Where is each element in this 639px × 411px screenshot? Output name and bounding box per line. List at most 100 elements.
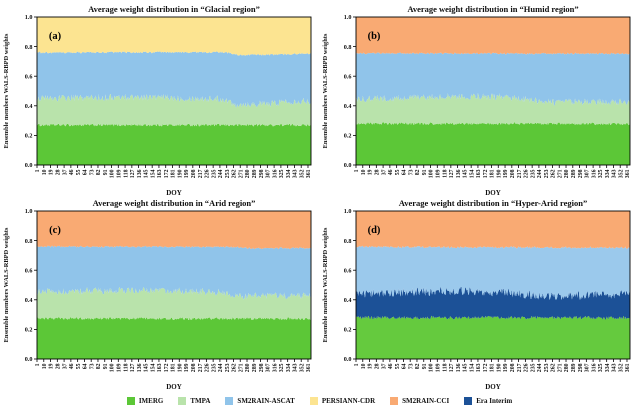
y-axis-label: Ensemble members WALS-RBPD weights (322, 227, 329, 342)
x-tick-label: 361 (625, 363, 631, 372)
plot-frame (355, 210, 631, 360)
x-tick-label: 136 (456, 363, 462, 372)
area-tmpa (37, 93, 311, 127)
x-tick-label: 280 (564, 363, 570, 372)
x-tick-label: 100 (110, 169, 116, 178)
x-tick-label: 163 (157, 169, 163, 178)
x-tick-label: 91 (103, 363, 109, 369)
area-sm2rain-cci (37, 211, 311, 250)
sm2rain-cci-swatch-icon (390, 397, 399, 405)
y-tick-label: 0.0 (25, 162, 33, 169)
x-tick-label: 10 (361, 169, 367, 175)
x-tick-label: 208 (510, 363, 516, 372)
x-tick-label: 10 (42, 363, 48, 369)
x-tick-label: 298 (259, 169, 265, 178)
x-axis-label: DOY (166, 383, 182, 391)
y-axis-label: Ensemble members WALS-RBPD weights (3, 227, 10, 342)
y-axis-label: Ensemble members WALS-RBPD weights (322, 33, 329, 148)
x-tick-label: 109 (116, 169, 122, 178)
area-sm2rain-cci (356, 17, 630, 55)
x-tick-label: 235 (211, 169, 217, 178)
x-tick-label: 55 (76, 169, 82, 175)
x-tick-label: 46 (69, 169, 75, 175)
panel-arid: Average weight distribution in “Arid reg… (0, 197, 319, 391)
x-tick-label: 352 (299, 169, 305, 178)
x-tick-label: 217 (198, 169, 204, 178)
x-tick-label: 73 (408, 169, 414, 175)
x-tick-label: 253 (225, 363, 231, 372)
panel-letter: (a) (49, 31, 62, 42)
x-tick-label: 127 (130, 363, 136, 372)
legend-item-era-interim: Era Interim (464, 397, 512, 405)
x-tick-label: 154 (150, 363, 156, 372)
x-tick-label: 172 (483, 169, 489, 178)
x-tick-label: 307 (585, 169, 591, 178)
y-tick-label: 0.6 (25, 73, 33, 80)
era-interim-swatch-icon (464, 397, 473, 405)
x-tick-label: 91 (422, 169, 428, 175)
x-tick-label: 244 (537, 169, 543, 178)
x-tick-label: 10 (361, 363, 367, 369)
y-tick-label: 0.0 (344, 162, 352, 169)
chart-humid: 0.00.20.40.60.81.01 10 19 28 37 46 55 64 73 82 91 1… (322, 15, 631, 197)
x-tick-label: 226 (205, 169, 211, 178)
area-tmpa (37, 287, 311, 321)
x-tick-label: 145 (144, 169, 150, 178)
x-tick-label: 118 (123, 363, 129, 371)
legend-label: SM2RAIN-CCI (402, 397, 450, 405)
x-tick-label: 64 (402, 169, 408, 175)
x-tick-label: 343 (612, 363, 618, 372)
area-era-interim (356, 286, 630, 320)
x-tick-label: 352 (618, 363, 624, 372)
x-tick-label: 82 (415, 363, 421, 369)
plot-frame (355, 16, 631, 166)
x-tick-label: 316 (591, 363, 597, 372)
x-tick-label: 190 (496, 363, 502, 372)
x-tick-label: 253 (544, 363, 550, 372)
panel-grid: Average weight distribution in “Glacial … (0, 3, 639, 391)
x-tick-label: 316 (272, 363, 278, 372)
x-tick-label: 208 (191, 169, 197, 178)
legend-item-imerg: IMERG (126, 397, 163, 405)
y-tick-label: 0.6 (344, 73, 352, 80)
x-tick-label: 154 (469, 363, 475, 372)
panel-letter: (b) (368, 31, 381, 42)
x-tick-label: 199 (503, 363, 509, 372)
x-tick-label: 145 (463, 363, 469, 372)
y-tick-label: 0.8 (344, 238, 352, 245)
x-tick-label: 100 (429, 169, 435, 178)
x-tick-label: 28 (375, 169, 381, 175)
x-tick-label: 136 (137, 363, 143, 372)
x-tick-label: 181 (490, 169, 496, 178)
x-tick-label: 280 (564, 169, 570, 178)
panel-title-hyper-arid: Average weight distribution in “Hyper-Ar… (398, 198, 588, 208)
x-tick-label: 37 (381, 363, 387, 369)
y-tick-label: 1.0 (25, 209, 33, 215)
x-tick-label: 289 (571, 363, 577, 372)
y-tick-label: 0.8 (25, 238, 33, 245)
x-tick-label: 37 (62, 363, 68, 369)
x-tick-label: 208 (191, 363, 197, 372)
x-tick-label: 343 (612, 169, 618, 178)
y-tick-label: 0.8 (344, 44, 352, 51)
area-tmpa (356, 92, 630, 126)
x-tick-label: 136 (137, 169, 143, 178)
tmpa-swatch-icon (178, 397, 187, 405)
x-tick-label: 235 (530, 169, 536, 178)
x-tick-label: 55 (76, 363, 82, 369)
y-tick-label: 0.4 (25, 297, 33, 304)
y-tick-label: 0.4 (344, 103, 352, 110)
x-tick-label: 100 (110, 363, 116, 372)
x-tick-label: 181 (171, 169, 177, 178)
y-tick-label: 0.2 (25, 327, 33, 334)
area-sm2rain-ascat (356, 52, 630, 106)
x-tick-label: 181 (171, 363, 177, 372)
x-tick-label: 262 (232, 169, 238, 178)
x-tick-label: 46 (388, 363, 394, 369)
panel-glacial: Average weight distribution in “Glacial … (0, 3, 319, 197)
x-tick-label: 244 (537, 363, 543, 372)
panel-title-arid: Average weight distribution in “Arid reg… (92, 198, 256, 208)
x-axis-label: DOY (166, 189, 182, 197)
x-tick-label: 298 (578, 363, 584, 372)
x-tick-label: 109 (435, 363, 441, 372)
